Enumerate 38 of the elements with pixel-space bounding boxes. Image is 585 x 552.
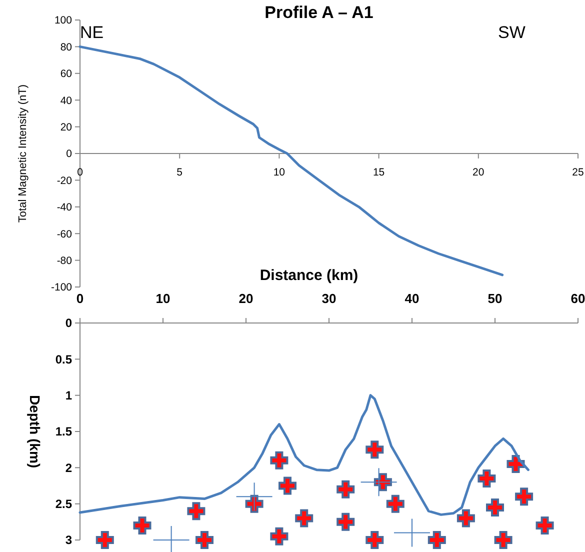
y-tick-label: 0	[65, 316, 72, 330]
y-tick-label: -100	[50, 282, 72, 294]
y-tick-label: 100	[54, 14, 72, 27]
x-tick-label: 25	[572, 166, 584, 178]
x-tick-label: 15	[372, 166, 385, 178]
y-axis-title: Depth (km)	[27, 394, 43, 468]
y-tick-label: 2	[65, 460, 72, 475]
x-axis-title: Distance (km)	[260, 267, 358, 284]
y-tick-label: 20	[60, 121, 72, 134]
x-tick-label: 20	[472, 166, 484, 178]
annotation: SW	[498, 23, 526, 42]
y-tick-label: 0.5	[55, 352, 72, 366]
chart-title: Profile A – A1	[264, 3, 374, 22]
x-tick-label: 30	[322, 291, 336, 306]
x-tick-label: 20	[238, 291, 254, 306]
y-tick-label: -60	[56, 228, 72, 240]
x-tick-label: 40	[404, 291, 420, 306]
y-tick-label: -40	[56, 202, 72, 214]
y-axis-title: Total Magnetic Intensity (nT)	[17, 84, 29, 223]
line-series	[78, 394, 530, 516]
annotation: NE	[80, 23, 104, 42]
x-tick-label: 10	[273, 166, 286, 178]
x-tick-label: 0	[77, 166, 84, 178]
y-tick-label: 1.5	[55, 424, 72, 439]
x-tick-label: 50	[488, 291, 502, 306]
y-tick-label: 0	[66, 148, 72, 160]
y-tick-label: -20	[56, 174, 72, 187]
x-tick-label: 5	[176, 166, 183, 178]
x-tick-label: 0	[76, 291, 84, 306]
y-tick-label: 40	[60, 94, 72, 107]
y-tick-label: 3	[65, 533, 72, 548]
y-tick-label: 2.5	[55, 497, 72, 512]
y-tick-label: 60	[60, 68, 72, 80]
y-tick-label: -80	[56, 254, 72, 267]
x-tick-label: 10	[156, 291, 170, 306]
y-tick-label: 80	[60, 41, 72, 54]
x-tick-label: 60	[570, 291, 585, 306]
y-tick-label: 1	[65, 388, 72, 403]
